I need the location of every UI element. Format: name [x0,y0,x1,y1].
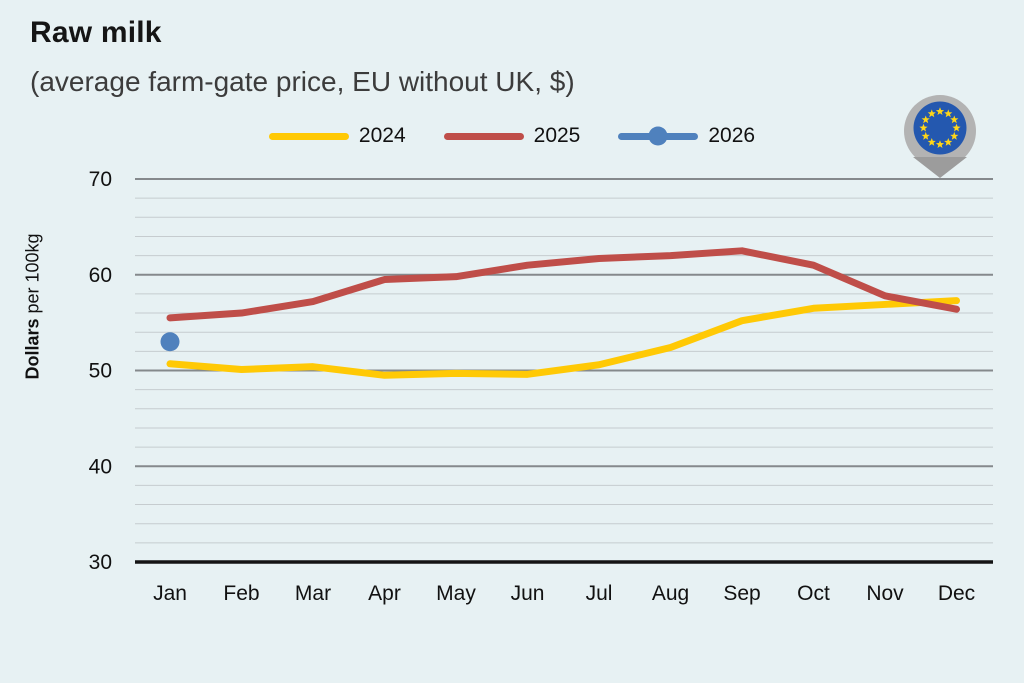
y-tick-label: 40 [89,455,112,478]
legend-label: 2026 [708,124,756,147]
month-label: Dec [938,582,975,605]
y-tick-label: 50 [89,360,112,383]
page-subtitle: (average farm-gate price, EU without UK,… [30,66,575,97]
month-label: Aug [652,582,689,605]
eu-star [921,115,930,124]
month-label: Jul [586,582,613,605]
x-axis-month-labels: Jan Feb Mar Apr May Jun Jul Aug Sep Oct Nov Dec [153,582,975,605]
month-label: Feb [223,582,259,605]
month-label: Jun [511,582,545,605]
series-line-2024 [166,297,960,379]
data-series [160,247,960,379]
eu-star [927,138,936,146]
legend-swatch-2025 [443,132,524,140]
legend-swatch-2024 [268,132,349,140]
y-tick-label: 30 [89,551,112,574]
eu-star [921,131,930,140]
month-label: Nov [866,582,904,605]
y-tick-label: 60 [89,264,112,287]
eu-star [944,109,953,118]
month-label: May [436,582,476,605]
eu-star [950,115,959,124]
legend-item-2025: 2025 [443,124,581,148]
eu-stars [919,107,961,148]
series-point-2026 [160,332,180,352]
month-label: Jan [153,582,187,605]
eu-star [935,107,945,115]
y-tick-label: 70 [89,168,112,191]
eu-star [952,123,961,132]
eu-flag-pin-icon [904,95,976,178]
series-line-2025 [166,247,960,322]
y-axis-tick-labels: 30 40 50 60 70 [89,168,112,574]
month-label: Oct [797,582,830,605]
legend-label: 2025 [533,124,581,147]
legend-label: 2024 [358,124,406,147]
eu-star [927,109,936,118]
month-label: Apr [368,582,401,605]
eu-star [944,138,953,146]
month-label: Mar [295,582,331,605]
month-label: Sep [723,582,760,605]
legend-item-2024: 2024 [268,124,406,148]
legend-marker-dot [648,126,668,146]
eu-star [919,123,928,132]
chart-legend: 2024 2025 2026 [0,124,1024,148]
gridlines [135,178,993,564]
legend-swatch-2026 [618,126,699,146]
eu-star [950,131,959,140]
eu-star [935,140,945,148]
page-title: Raw milk [30,16,162,49]
legend-item-2026: 2026 [618,124,755,148]
